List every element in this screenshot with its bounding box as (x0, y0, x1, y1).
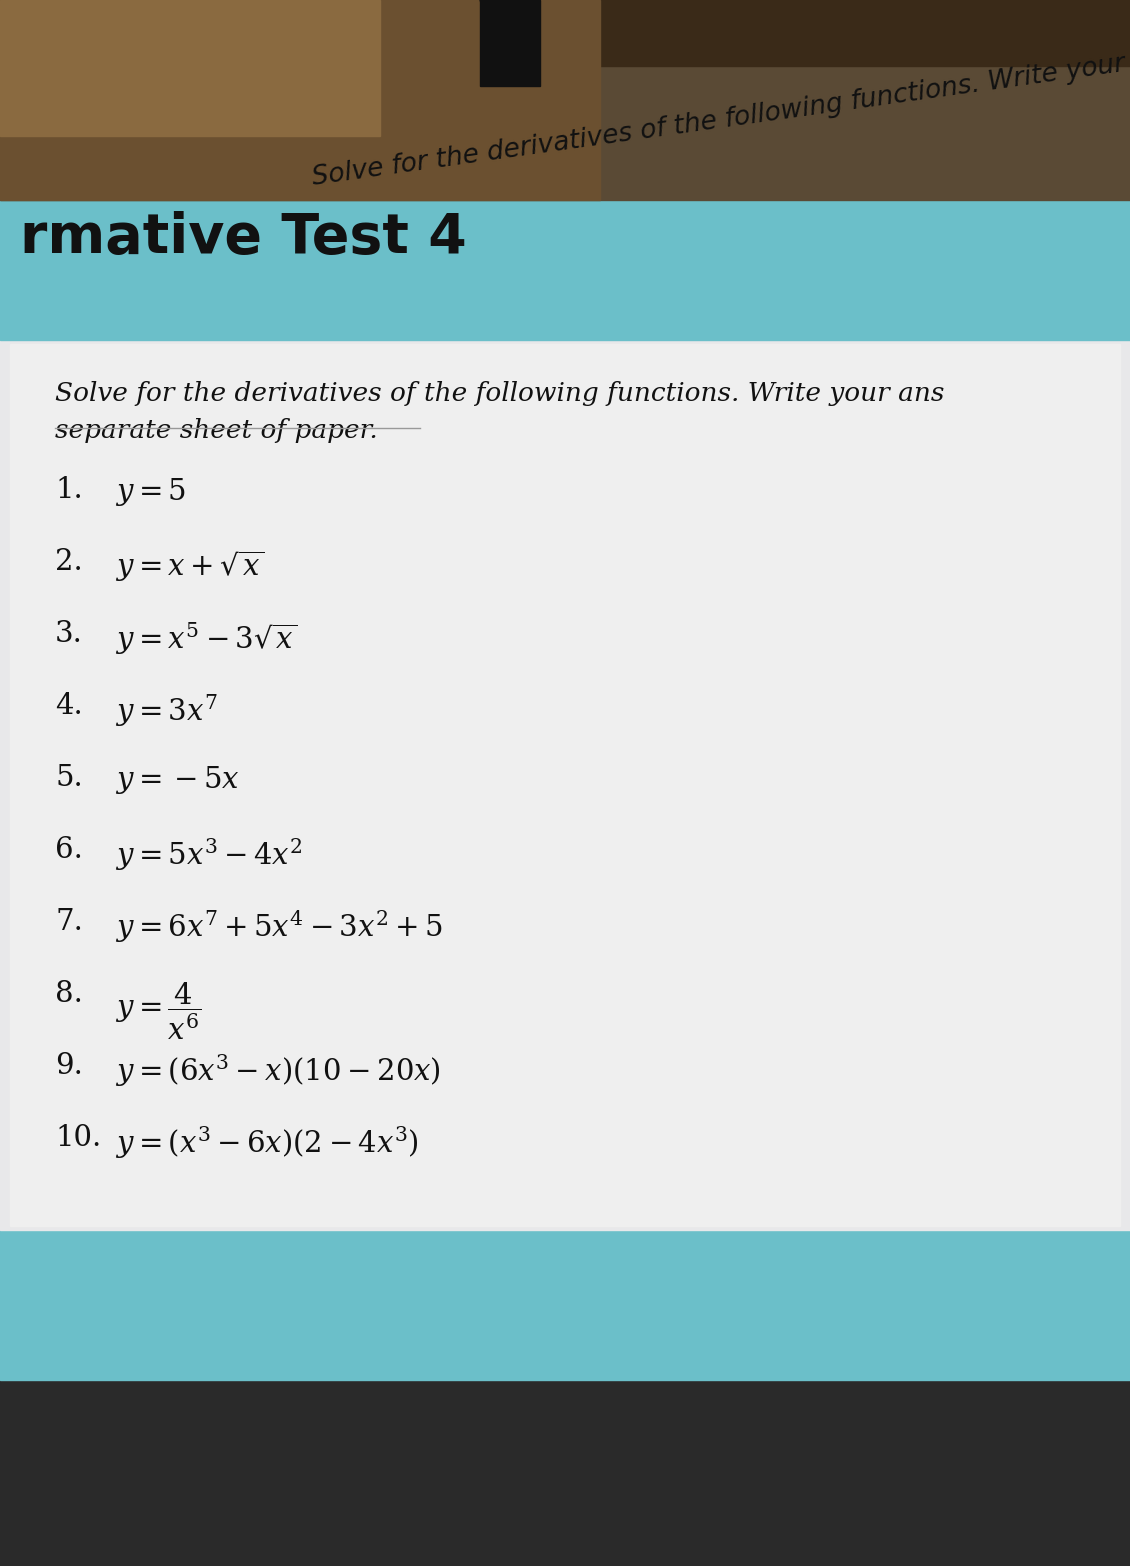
Text: $y = (6x^3 - x)(10 - 20x)$: $y = (6x^3 - x)(10 - 20x)$ (115, 1052, 441, 1088)
Text: 3.: 3. (55, 620, 82, 648)
Bar (10, 345, 1120, 1226)
Bar (0, 0, 1130, 66)
Bar (0, 0, 1130, 200)
Text: 7.: 7. (55, 908, 82, 936)
Bar (480, 0, 540, 86)
Text: $y = \dfrac{4}{x^6}$: $y = \dfrac{4}{x^6}$ (115, 980, 201, 1041)
Text: $y = 5$: $y = 5$ (115, 476, 186, 507)
Text: 6.: 6. (55, 836, 82, 864)
Text: $y = 6x^7 + 5x^4 - 3x^2 + 5$: $y = 6x^7 + 5x^4 - 3x^2 + 5$ (115, 908, 443, 944)
Text: 4.: 4. (55, 692, 82, 720)
Text: 9.: 9. (55, 1052, 82, 1081)
Text: 8.: 8. (55, 980, 82, 1009)
Text: Solve for the derivatives of the following functions. Write your answ: Solve for the derivatives of the followi… (310, 41, 1130, 191)
Text: 1.: 1. (55, 476, 82, 504)
Polygon shape (480, 0, 540, 86)
Text: $y = x + \sqrt{x}$: $y = x + \sqrt{x}$ (115, 548, 264, 584)
Bar (0, 200, 1130, 340)
Bar (0, 1229, 1130, 1380)
Text: Solve for the derivatives of the following functions. Write your ans: Solve for the derivatives of the followi… (55, 381, 945, 406)
Text: separate sheet of paper.: separate sheet of paper. (55, 418, 377, 443)
Text: $y = -5x$: $y = -5x$ (115, 764, 240, 796)
Text: 5.: 5. (55, 764, 82, 792)
Text: $y = 5x^3 - 4x^2$: $y = 5x^3 - 4x^2$ (115, 836, 303, 872)
Text: $y = x^5 - 3\sqrt{x}$: $y = x^5 - 3\sqrt{x}$ (115, 620, 297, 656)
Text: rmative Test 4: rmative Test 4 (20, 211, 467, 265)
Bar (0, 1380, 1130, 1566)
Text: 10.: 10. (55, 1124, 102, 1153)
Text: $y = (x^3 - 6x)(2 - 4x^3)$: $y = (x^3 - 6x)(2 - 4x^3)$ (115, 1124, 419, 1160)
Text: 2.: 2. (55, 548, 82, 576)
Text: $y = 3x^7$: $y = 3x^7$ (115, 692, 218, 728)
Bar (0, 340, 1130, 1229)
Bar (0, 0, 600, 200)
Bar (0, 0, 380, 136)
